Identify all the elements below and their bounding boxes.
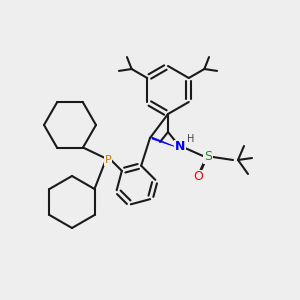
Polygon shape <box>152 137 176 147</box>
Text: P: P <box>105 155 111 165</box>
Text: S: S <box>204 151 212 164</box>
Text: O: O <box>193 170 203 184</box>
Text: H: H <box>187 134 195 144</box>
Text: N: N <box>175 140 185 154</box>
